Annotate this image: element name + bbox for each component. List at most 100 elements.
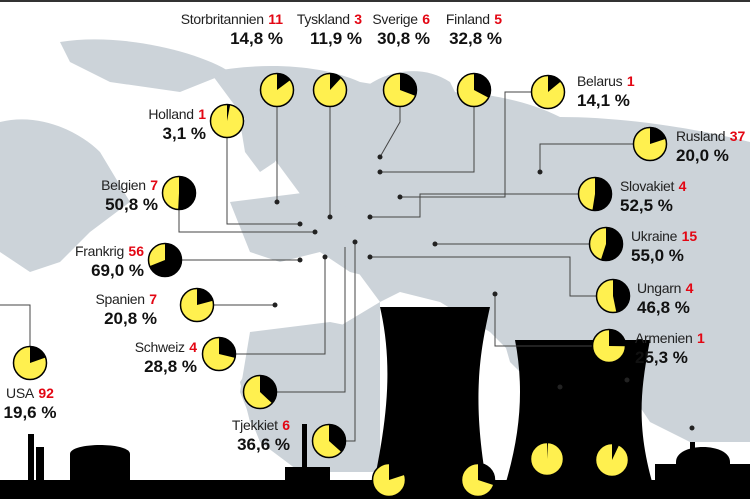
reactor-count: 92: [38, 385, 54, 401]
country-name: Storbritannien: [180, 11, 264, 27]
nuclear-share: 20,0 %: [676, 146, 729, 165]
nuclear-share: 55,0 %: [631, 246, 684, 265]
country-name: Belgien: [101, 177, 146, 193]
pie-charts: [12, 72, 668, 498]
reactor-dome-right: [676, 447, 730, 480]
pie-rusland: [632, 126, 668, 162]
nuclear-share: 50,8 %: [105, 195, 158, 214]
pie-nuclear-slice: [400, 73, 417, 96]
pie-unlabeled: [371, 462, 407, 498]
pie-nuclear-slice: [474, 73, 491, 98]
country-name: Slovakiet: [620, 178, 675, 194]
pie-frankrig: [147, 242, 183, 278]
pie-unlabeled: [594, 442, 630, 478]
country-name: Sverige: [372, 11, 418, 27]
country-name: Rusland: [676, 128, 726, 144]
pie-nuclear-slice: [612, 443, 620, 460]
cooling-tower-left: [370, 307, 490, 499]
country-label-belarus: Belarus 1 14,1 %: [577, 74, 635, 109]
nuclear-share: 25,3 %: [635, 348, 688, 367]
pie-usa: [12, 345, 48, 381]
country-name: Frankrig: [75, 243, 124, 259]
reactor-count: 7: [149, 291, 157, 307]
country-name: Tyskland: [296, 11, 350, 27]
country-name: Schweiz: [134, 339, 185, 355]
pie-spanien: [179, 287, 215, 323]
pie-nuclear-slice: [178, 176, 196, 210]
pie-sverige: [382, 72, 418, 108]
pie-ungarn: [595, 278, 631, 314]
reactor-count: 56: [128, 243, 144, 259]
reactor-count: 6: [282, 417, 290, 433]
pie-nuclear-slice: [650, 127, 666, 144]
pie-slovakiet: [577, 176, 613, 212]
country-label-ukraine: Ukraine 15 55,0 %: [631, 229, 697, 264]
reactor-count: 11: [268, 11, 283, 27]
country-label-armenien: Armenien 1 25,3 %: [635, 331, 705, 366]
nuclear-share: 36,6 %: [237, 435, 290, 454]
country-label-storbritannien: Storbritannien 11 14,8 %: [181, 12, 283, 47]
nuclear-share: 46,8 %: [637, 298, 690, 317]
nuclear-share: 32,8 %: [449, 29, 502, 48]
pie-nuclear-slice: [613, 279, 630, 313]
country-name: Belarus: [577, 73, 623, 89]
pie-nuclear-slice: [592, 177, 612, 211]
country-label-schweiz: Schweiz 4 28,8 %: [135, 340, 197, 375]
reactor-count: 6: [422, 11, 430, 27]
country-label-tjekkiet: Tjekkiet 6 36,6 %: [232, 418, 290, 453]
pie-belgien: [161, 175, 197, 211]
nuclear-share: 11,9 %: [310, 29, 362, 48]
pie-nuclear-slice: [600, 227, 623, 261]
country-label-belgien: Belgien 7 50,8 %: [101, 178, 158, 213]
country-label-frankrig: Frankrig 56 69,0 %: [75, 244, 144, 279]
pie-unlabeled: [460, 462, 496, 498]
reactor-count: 37: [729, 128, 746, 144]
pie-unlabeled: [529, 441, 565, 477]
country-name: Tjekkiet: [231, 417, 278, 433]
country-label-holland: Holland 1 3,1 %: [148, 107, 206, 142]
country-name: Armenien: [635, 330, 693, 346]
nuclear-share: 52,5 %: [620, 196, 673, 215]
pie-nuclear-slice: [389, 463, 405, 480]
reactor-count: 1: [626, 73, 635, 89]
pie-nuclear-slice: [30, 346, 46, 363]
reactor-dome-left: [70, 445, 130, 480]
country-label-tyskland: Tyskland 3 11,9 %: [297, 12, 362, 47]
reactor-count: 7: [150, 177, 158, 193]
pie-holland: [209, 103, 245, 139]
reactor-count: 1: [696, 330, 705, 346]
country-label-finland: Finland 5 32,8 %: [446, 12, 502, 47]
nuclear-share: 19,6 %: [3, 403, 57, 422]
pie-nuclear-slice: [609, 329, 626, 347]
country-name: Ukraine: [631, 228, 678, 244]
country-label-slovakiet: Slovakiet 4 52,5 %: [620, 179, 686, 214]
reactor-count: 1: [198, 106, 206, 122]
nuclear-share: 14,8 %: [230, 29, 283, 48]
pie-armenien: [591, 328, 627, 364]
nuclear-share: 69,0 %: [91, 261, 144, 280]
pie-nuclear-slice: [149, 243, 182, 277]
country-name: USA: [6, 385, 34, 401]
pie-tyskland: [312, 72, 348, 108]
nuclear-share: 14,1 %: [577, 91, 630, 110]
pie-nuclear-slice: [260, 375, 277, 404]
country-label-ungarn: Ungarn 4 46,8 %: [637, 281, 693, 316]
pie-unlabeled: [242, 374, 278, 410]
pie-nuclear-slice: [227, 104, 231, 121]
country-name: Finland: [445, 11, 490, 27]
pie-ukraine: [588, 226, 624, 262]
pie-tjekkiet: [311, 423, 347, 459]
country-name: Spanien: [95, 291, 145, 307]
country-label-sverige: Sverige 6 30,8 %: [372, 12, 430, 47]
pie-schweiz: [201, 336, 237, 372]
reactor-count: 4: [685, 280, 694, 296]
country-name: Ungarn: [637, 280, 682, 296]
country-label-spanien: Spanien 7 20,8 %: [95, 292, 157, 327]
pie-storbritannien: [259, 72, 295, 108]
pie-nuclear-slice: [478, 463, 495, 486]
location-dots: [272, 154, 695, 431]
reactor-count: 4: [678, 178, 687, 194]
pie-nuclear-slice: [197, 288, 213, 305]
